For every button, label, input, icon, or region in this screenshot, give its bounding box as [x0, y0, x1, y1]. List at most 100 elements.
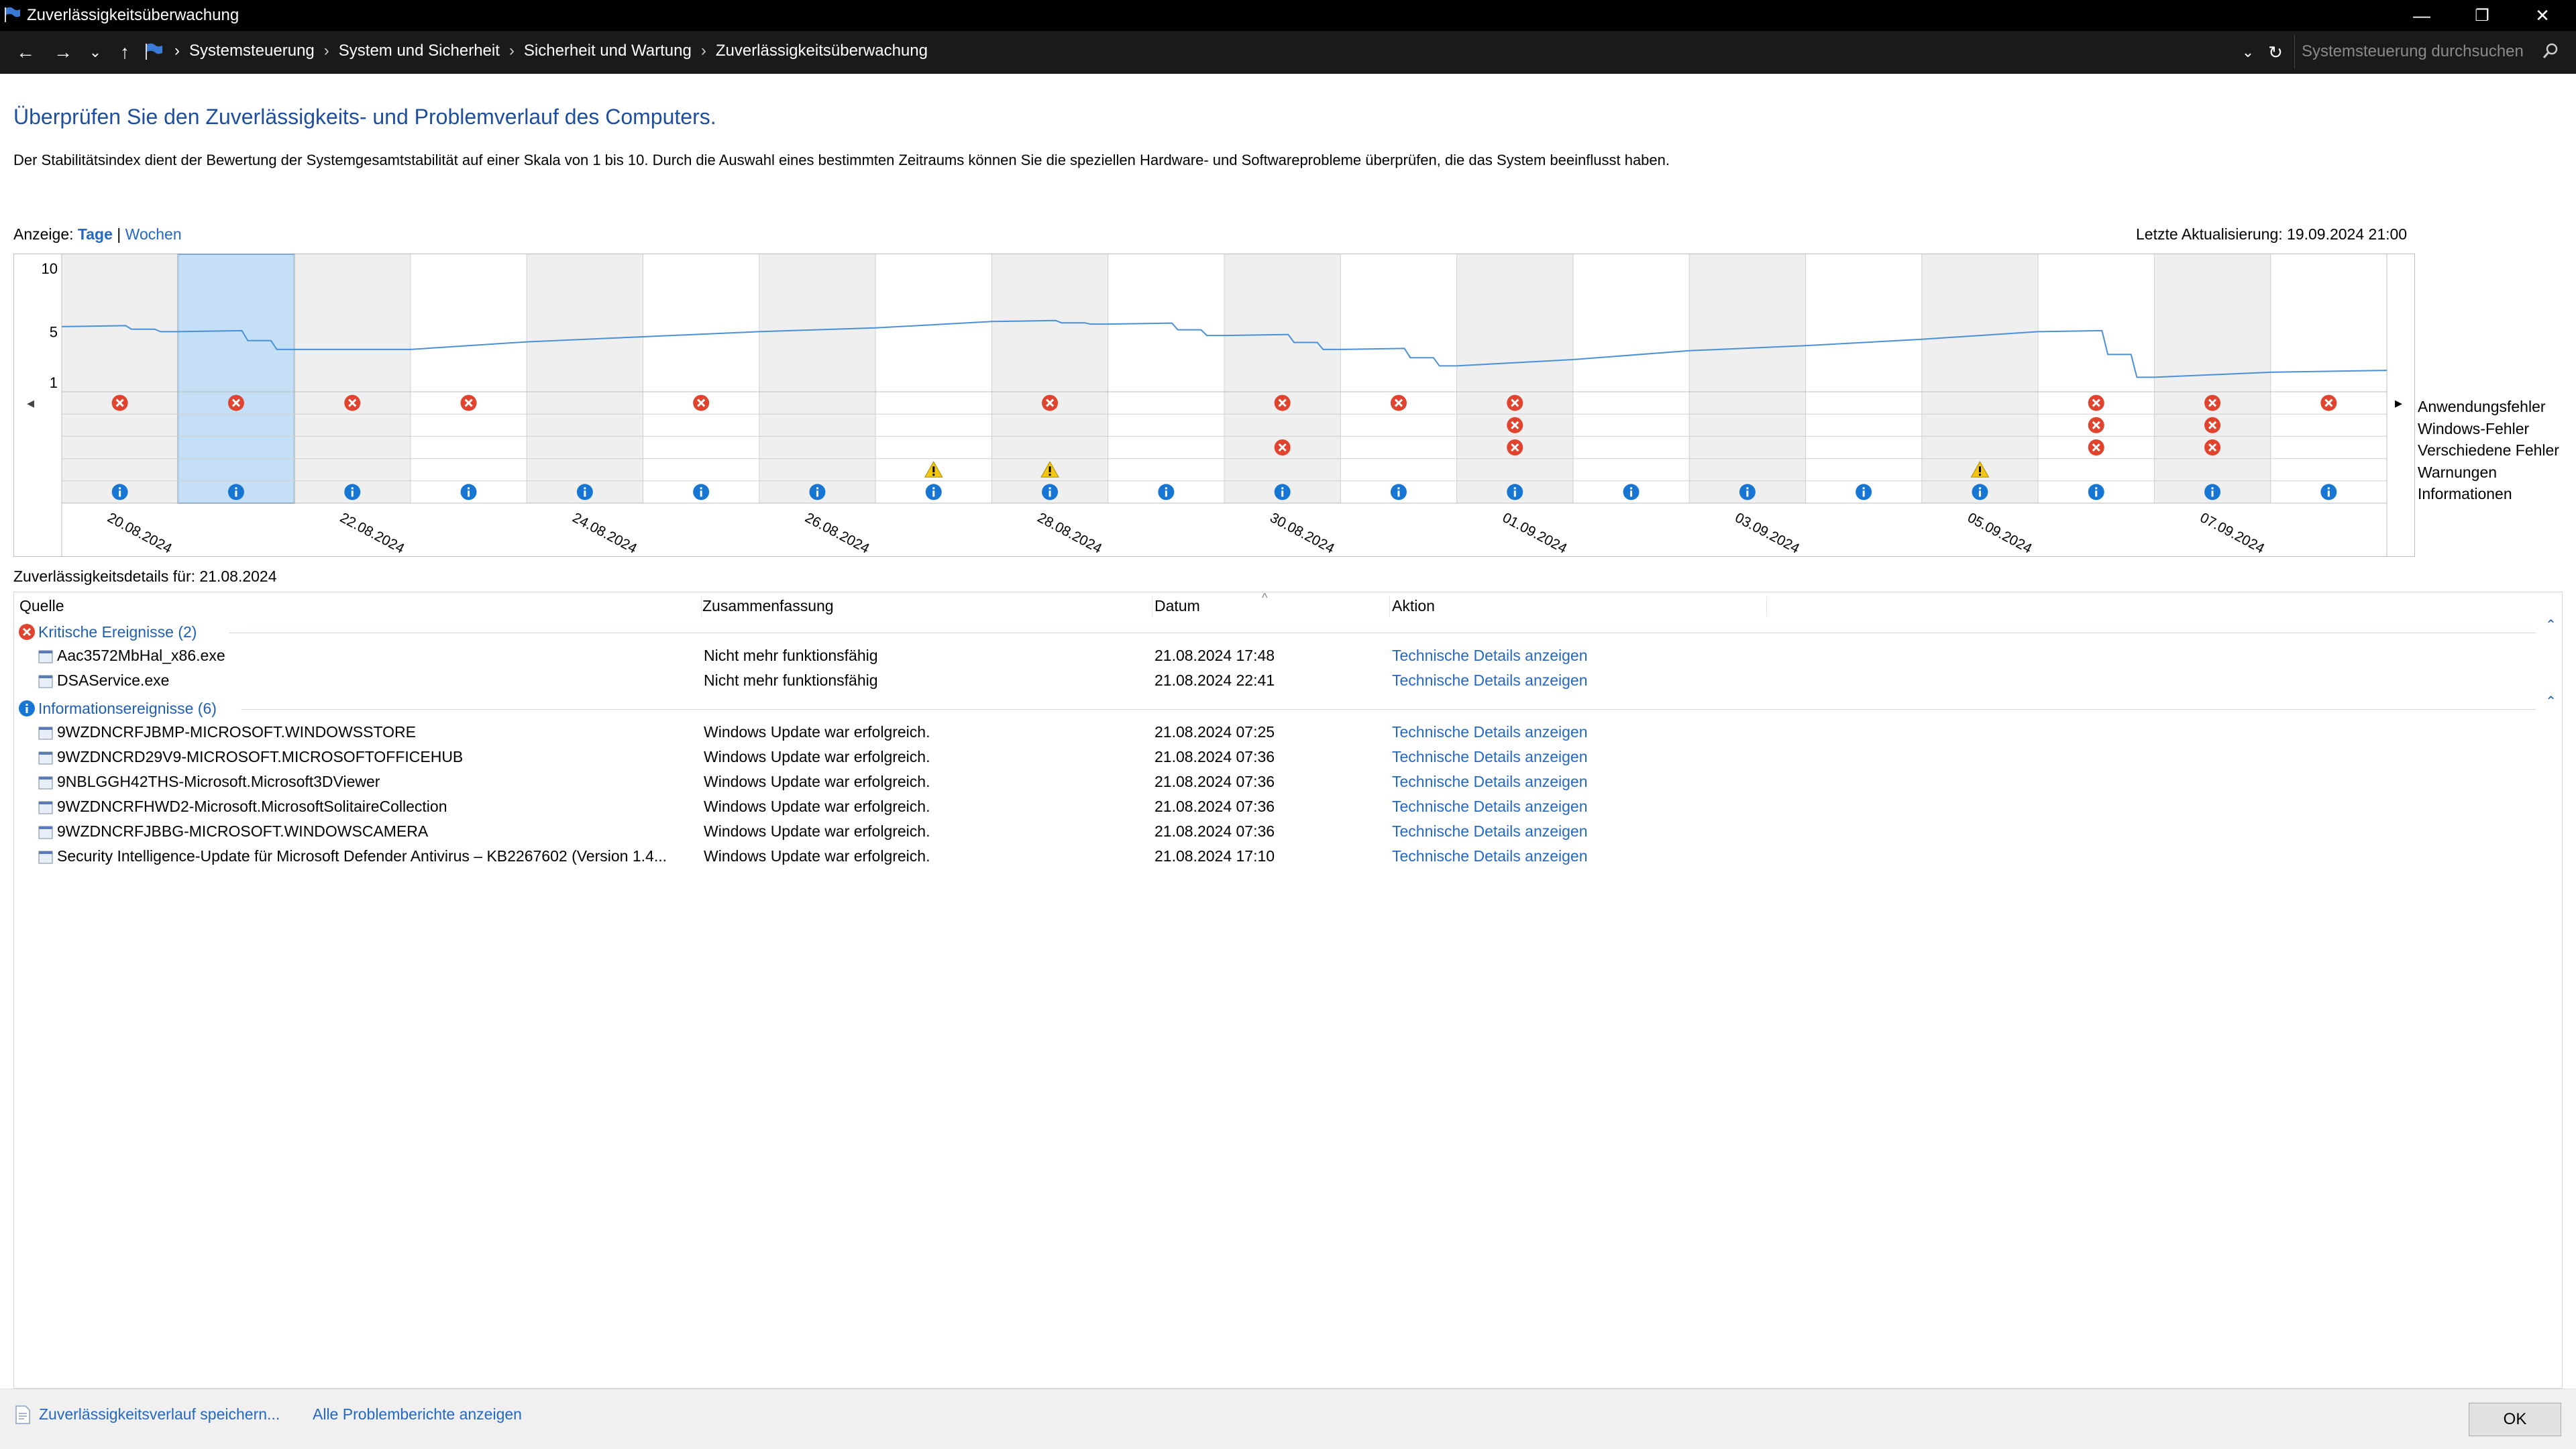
day-column — [1108, 254, 1224, 503]
table-row[interactable]: 9NBLGGH42THS-Microsoft.Microsoft3DViewer… — [14, 769, 2562, 794]
day-column — [178, 254, 294, 503]
application-icon — [38, 851, 53, 864]
column-divider[interactable] — [1766, 596, 1767, 616]
control-panel-flag-icon — [146, 43, 162, 60]
table-row[interactable]: 9WZDNCRFJBBG-MICROSOFT.WINDOWSCAMERA Win… — [14, 819, 2562, 844]
group-information-events[interactable]: Informationsereignisse (6) — [18, 697, 217, 720]
chart-legend: Anwendungsfehler Windows-Fehler Verschie… — [2418, 396, 2559, 505]
error-icon-cross — [1394, 398, 1403, 407]
column-header-aktion[interactable]: Aktion — [1392, 597, 1435, 614]
collapse-icon[interactable]: ⌃ — [2545, 618, 2557, 633]
error-icon-cross — [348, 398, 357, 407]
view-days-link[interactable]: Tage — [77, 225, 113, 243]
technical-details-link[interactable]: Technische Details anzeigen — [1392, 773, 1588, 790]
info-icon-bar — [700, 490, 702, 497]
column-header-datum[interactable]: Datum — [1155, 597, 1200, 614]
warning-icon-bar — [1049, 466, 1051, 473]
back-button[interactable]: ← — [16, 42, 35, 62]
breadcrumb: › Systemsteuerung › System und Sicherhei… — [174, 42, 928, 60]
technical-details-link[interactable]: Technische Details anzeigen — [1392, 723, 1588, 741]
search-icon[interactable] — [2541, 42, 2560, 60]
error-icon-cross — [2208, 443, 2217, 452]
close-button[interactable]: ✕ — [2535, 5, 2550, 25]
error-icon-cross — [697, 398, 706, 407]
address-dropdown-button[interactable]: ⌄ — [2241, 44, 2255, 60]
warning-icon — [1040, 461, 1059, 478]
recent-locations-button[interactable]: ⌄ — [89, 44, 102, 60]
day-column — [1340, 254, 1457, 503]
column-header-zusammenfassung[interactable]: Zusammenfassung — [702, 597, 834, 614]
column-divider[interactable] — [701, 596, 702, 616]
error-icon — [2088, 417, 2104, 433]
day-column — [2270, 254, 2387, 503]
technical-details-link[interactable]: Technische Details anzeigen — [1392, 847, 1588, 865]
column-divider[interactable] — [1389, 596, 1390, 616]
error-icon — [2204, 439, 2221, 455]
legend-warnungen: Warnungen — [2418, 463, 2498, 481]
technical-details-link[interactable]: Technische Details anzeigen — [1392, 822, 1588, 840]
all-reports-link[interactable]: Alle Problemberichte anzeigen — [313, 1405, 522, 1423]
search-box[interactable] — [2294, 35, 2568, 68]
table-row[interactable]: Security Intelligence-Update für Microso… — [14, 844, 2562, 869]
info-icon — [693, 484, 710, 500]
row-summary: Nicht mehr funktionsfähig — [704, 672, 878, 689]
technical-details-link[interactable]: Technische Details anzeigen — [1392, 798, 1588, 815]
row-source: 9WZDNCRFJBMP-MICROSOFT.WINDOWSSTORE — [38, 720, 696, 745]
technical-details-link[interactable]: Technische Details anzeigen — [1392, 647, 1588, 664]
legend-windows-fehler: Windows-Fehler — [2418, 419, 2530, 437]
stability-index-line — [61, 319, 2387, 378]
forward-button[interactable]: → — [54, 42, 72, 62]
info-icon-dot — [1862, 487, 1865, 490]
reliability-chart[interactable]: 10 5 1 ◂ ▸ 20.08.2024 22.08.2024 24.08.2024 26.0… — [13, 254, 2415, 557]
info-icon — [1856, 484, 1872, 500]
ok-button[interactable]: OK — [2469, 1403, 2561, 1436]
breadcrumb-item-zuverlaessigkeit[interactable]: Zuverlässigkeitsüberwachung — [715, 42, 928, 60]
chart-scroll-right-icon[interactable]: ▸ — [2395, 395, 2402, 412]
info-icon — [2204, 484, 2221, 500]
technical-details-link[interactable]: Technische Details anzeigen — [1392, 748, 1588, 765]
day-column — [759, 254, 876, 503]
info-icon-bar — [932, 490, 935, 497]
y-tick-label: 5 — [50, 323, 58, 340]
view-weeks-link[interactable]: Wochen — [125, 225, 182, 243]
refresh-button[interactable]: ↻ — [2268, 42, 2283, 62]
row-source: 9WZDNCRD29V9-MICROSOFT.MICROSOFTOFFICEHU… — [38, 745, 696, 769]
breadcrumb-item-systemsteuerung[interactable]: Systemsteuerung — [189, 42, 315, 60]
search-input[interactable] — [2302, 40, 2530, 63]
error-icon — [460, 394, 477, 411]
table-row[interactable]: DSAService.exe Nicht mehr funktionsfähig… — [14, 668, 2562, 693]
info-icon-dot — [2095, 487, 2098, 490]
collapse-icon[interactable]: ⌃ — [2545, 694, 2557, 709]
error-icon — [2088, 439, 2104, 455]
error-icon — [693, 394, 710, 411]
row-date: 21.08.2024 17:48 — [1155, 647, 1275, 664]
error-icon — [1390, 394, 1407, 411]
error-icon — [1507, 439, 1523, 455]
day-column — [527, 254, 643, 503]
save-history-link[interactable]: Zuverlässigkeitsverlauf speichern... — [39, 1405, 280, 1423]
day-column — [643, 254, 759, 503]
breadcrumb-item-sicherheit-und-wartung[interactable]: Sicherheit und Wartung — [523, 42, 692, 60]
group-critical-events[interactable]: Kritische Ereignisse (2) — [18, 621, 197, 643]
row-source: Security Intelligence-Update für Microso… — [38, 844, 700, 869]
table-row[interactable]: 9WZDNCRFJBMP-MICROSOFT.WINDOWSSTORE Wind… — [14, 720, 2562, 745]
day-column — [1456, 254, 1573, 503]
info-icon-bar — [1397, 490, 1400, 497]
table-row[interactable]: 9WZDNCRFHWD2-Microsoft.MicrosoftSolitair… — [14, 794, 2562, 819]
breadcrumb-item-system-und-sicherheit[interactable]: System und Sicherheit — [338, 42, 500, 60]
technical-details-link[interactable]: Technische Details anzeigen — [1392, 672, 1588, 689]
row-summary: Windows Update war erfolgreich. — [704, 723, 930, 741]
legend-informationen: Informationen — [2418, 485, 2512, 502]
minimize-button[interactable]: — — [2413, 5, 2430, 25]
row-source: Aac3572MbHal_x86.exe — [38, 643, 696, 668]
restore-button[interactable]: ❐ — [2475, 6, 2489, 25]
chart-scroll-left-icon[interactable]: ◂ — [27, 395, 34, 412]
info-icon-dot — [1630, 487, 1633, 490]
table-row[interactable]: Aac3572MbHal_x86.exe Nicht mehr funktion… — [14, 643, 2562, 668]
details-grid: Quelle Zusammenfassung Datum ^ Aktion Kr… — [13, 591, 2563, 1389]
table-row[interactable]: 9WZDNCRD29V9-MICROSOFT.MICROSOFTOFFICEHU… — [14, 745, 2562, 769]
info-icon-dot — [2211, 487, 2214, 490]
column-header-quelle[interactable]: Quelle — [19, 597, 64, 614]
up-button[interactable]: ↑ — [120, 42, 129, 62]
